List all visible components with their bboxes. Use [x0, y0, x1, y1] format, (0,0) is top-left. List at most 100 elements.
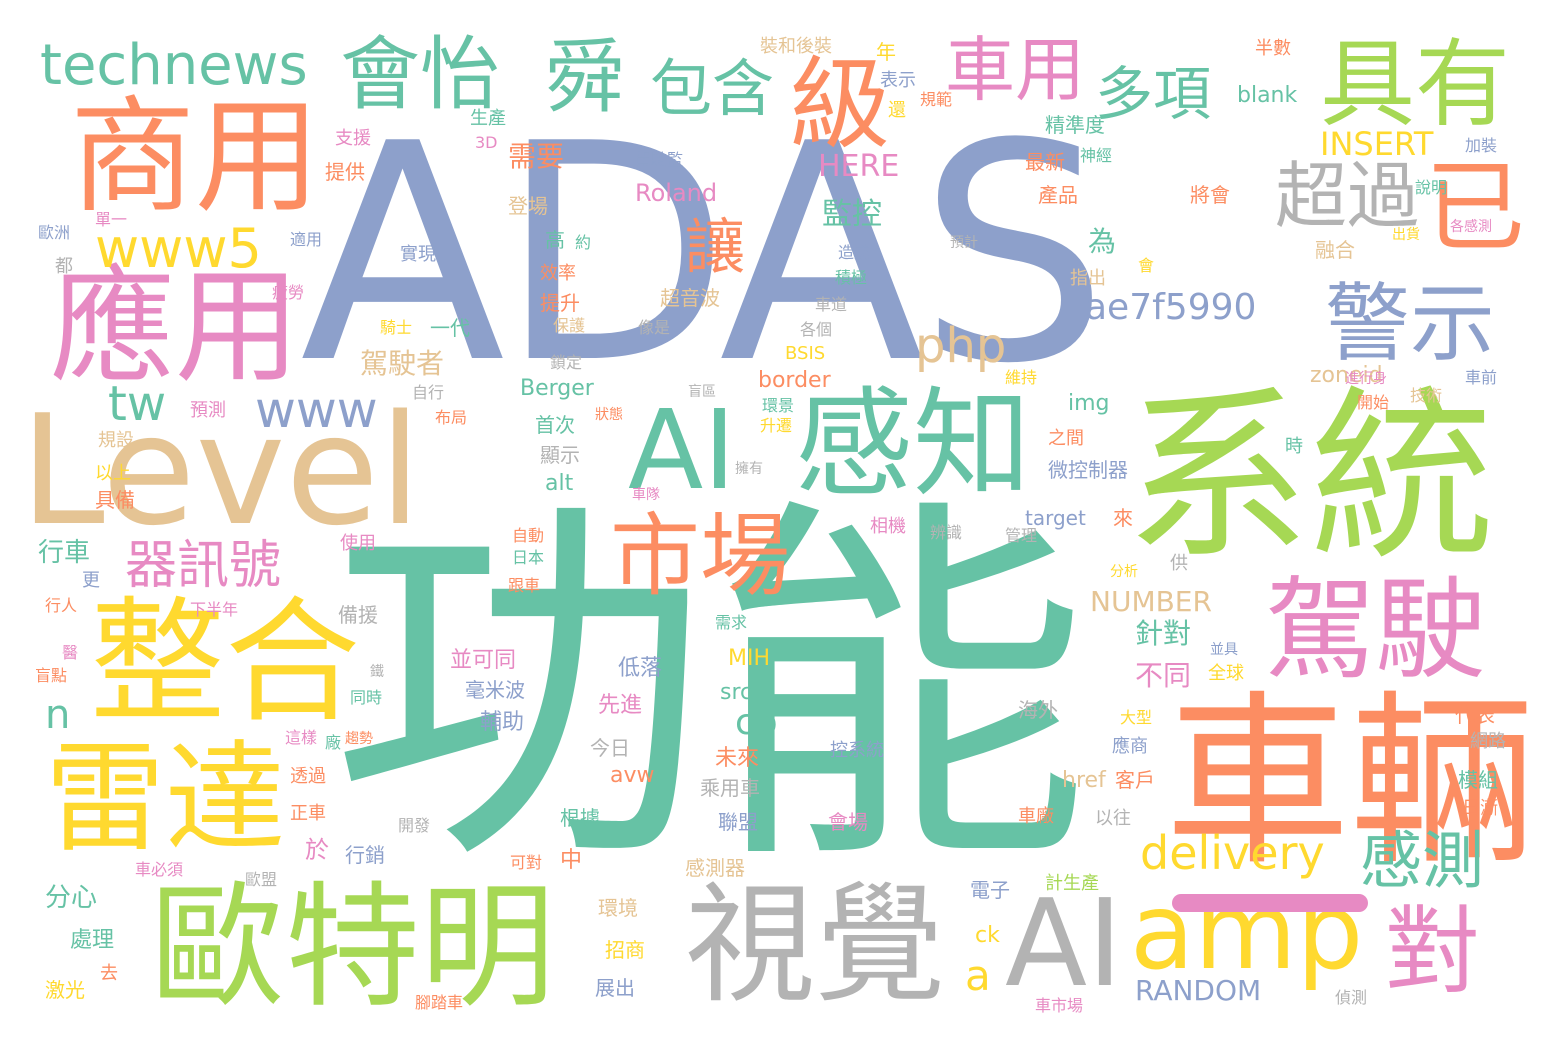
word-yishang: 以上: [95, 463, 131, 484]
word-kongzhixitong: 控系統: [830, 740, 884, 761]
word-www: www: [255, 381, 378, 439]
word-gege: 各個: [800, 320, 833, 339]
word-zhuangtai: 狀態: [595, 407, 623, 423]
word-yi-med: 醫: [62, 643, 79, 662]
word-butong: 不同: [1135, 659, 1192, 692]
word-ae7f5990: ae7f5990: [1085, 287, 1257, 328]
word-number: NUMBER: [1090, 585, 1212, 618]
word-bianshi: 辨識: [930, 523, 963, 542]
word-fuzhu: 輔助: [480, 710, 525, 735]
word-chechang: 車廠: [1018, 806, 1054, 827]
word-weichi: 維持: [1005, 368, 1038, 387]
word-wanglu: 網路: [1470, 731, 1506, 752]
word-geng: 更: [82, 570, 100, 591]
word-3d: 3D: [475, 133, 498, 152]
word-juyou: 具有: [1320, 30, 1511, 140]
word-xingxiao: 行銷: [345, 843, 385, 867]
word-adas: ADAS: [300, 80, 1109, 429]
word-zidong: 自動: [512, 526, 545, 545]
word-suoding: 鎖定: [550, 353, 583, 372]
word-ganzhi: 感知: [795, 375, 1032, 513]
word-haomibo: 毫米波: [465, 678, 525, 702]
word-lianmeng: 聯盟: [718, 810, 758, 834]
word-jubei: 具備: [95, 488, 135, 512]
word-xianjin: 先進: [598, 693, 643, 718]
word-yu: 於: [305, 836, 329, 864]
word-zhijian: 之間: [1048, 428, 1084, 449]
word-ai-big: AI: [1005, 875, 1123, 1014]
word-here: HERE: [818, 149, 900, 184]
word-cb: cb: [735, 702, 778, 743]
word-chuhuo: 出貨: [1392, 227, 1420, 243]
word-chebixu: 車必須: [135, 860, 184, 879]
word-jingshi: 警示: [1325, 275, 1496, 374]
word-avw: avw: [610, 763, 655, 788]
word-cheliang: 車輛: [1165, 674, 1535, 890]
word-xiangji: 相機: [870, 516, 906, 537]
underscore-mark: [1172, 894, 1368, 912]
word-jishu: 技術: [1410, 386, 1443, 405]
word-haiwai: 海外: [1018, 698, 1058, 722]
word-chengyongche: 乘用車: [700, 776, 760, 800]
word-mozu: 模組: [1458, 768, 1498, 792]
word-beiyuan: 備援: [338, 603, 378, 627]
word-chedui: 車隊: [632, 487, 660, 503]
word-dengchang: 登場: [508, 194, 548, 218]
word-yiwang: 以往: [1095, 808, 1131, 829]
word-tw: tw: [108, 376, 167, 432]
word-zhichu: 指出: [1070, 268, 1106, 289]
word-jinxingshen: 進行身: [1345, 371, 1387, 387]
word-chanpin: 產品: [1038, 183, 1078, 207]
word-delivery: delivery: [1140, 826, 1325, 880]
word-zhengche: 正車: [290, 803, 326, 824]
word-gancheqi: 感測器: [685, 856, 745, 880]
word-gencha: 跟車: [508, 576, 541, 595]
word-kedui: 可對: [510, 853, 543, 872]
word-lai: 來: [1113, 506, 1133, 530]
word-technews: technews: [40, 33, 308, 98]
word-xingren: 行人: [45, 596, 78, 615]
word-xitong: 系統: [1125, 369, 1495, 585]
word-insert: INSERT: [1320, 125, 1434, 163]
word-outeming: 歐特明: [150, 869, 555, 1026]
word-yue: 約: [575, 233, 592, 252]
word-jiaotache: 腳踏車: [415, 993, 464, 1012]
word-jiashi: 駕駛: [1265, 566, 1485, 694]
word-zheyang: 這樣: [285, 728, 318, 747]
word-roland: Roland: [635, 179, 718, 207]
word-daxing: 大型: [1120, 708, 1153, 727]
word-dui: 對: [1385, 897, 1481, 1007]
word-huiyi: 會怡: [340, 28, 500, 121]
word-yingyong: 應用: [50, 255, 300, 400]
word-chaoguo: 超過: [1275, 154, 1420, 238]
word-jinri: 今日: [590, 736, 630, 760]
word-bingketong: 並可同: [450, 648, 517, 673]
word-guifan: 規範: [920, 90, 953, 109]
word-oumeng: 歐盟: [245, 870, 278, 889]
word-shixian: 實現: [400, 244, 436, 265]
word-zhaoshang: 招商: [605, 938, 645, 962]
word-level: Level: [20, 382, 422, 559]
word-diluo: 低落: [618, 656, 663, 681]
word-chedao: 車道: [815, 295, 848, 314]
word-shijue: 視覺: [685, 869, 946, 1021]
word-yongyou: 擁有: [735, 461, 763, 477]
word-zoneid: zoneid: [1310, 363, 1383, 388]
word-alt: alt: [545, 471, 574, 496]
word-shengji: 升遷: [760, 416, 793, 435]
word-jiangyao: 將會: [1190, 183, 1230, 207]
word-php: php: [915, 318, 1007, 374]
word-ji: 級: [790, 46, 890, 163]
word-buju: 布局: [435, 408, 468, 427]
word-huanjing2: 環境: [598, 896, 638, 920]
word-jiguang: 激光: [45, 978, 85, 1002]
word-yandian: 盲點: [35, 666, 68, 685]
word-ck: ck: [975, 923, 1000, 948]
word-target: target: [1025, 506, 1086, 530]
word-jiji: 積極: [835, 268, 868, 287]
word-cheyong: 車用: [945, 29, 1085, 111]
word-yuji: 預計: [950, 235, 978, 251]
word-jiazhuang: 加裝: [1465, 136, 1498, 155]
word-zhence: 偵測: [1335, 988, 1368, 1007]
